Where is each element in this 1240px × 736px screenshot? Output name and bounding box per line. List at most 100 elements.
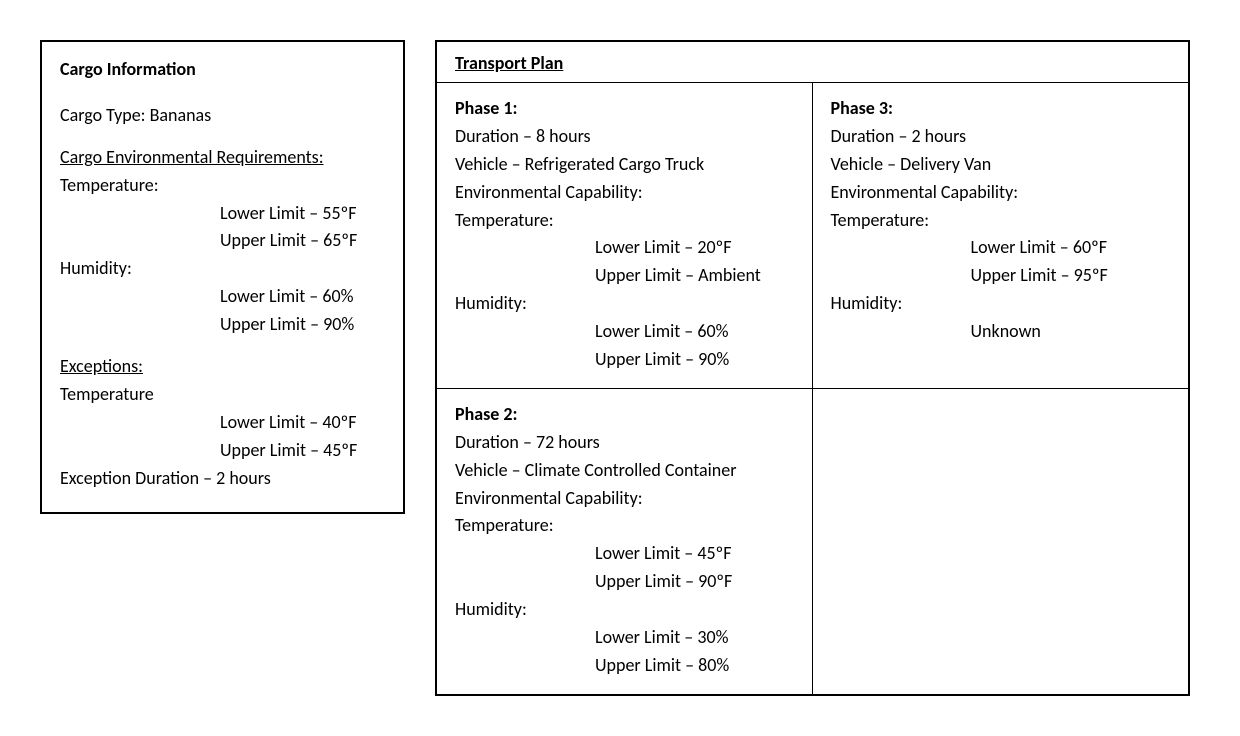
exc-duration-row: Exception Duration – 2 hours (60, 465, 385, 493)
phase-1-temp-lower-row: Lower Limit – 20ºF (455, 234, 794, 262)
phase-empty-cell (813, 389, 1189, 694)
phase-3-duration-row: Duration – 2 hours (831, 123, 1171, 151)
phase-1-title: Phase 1: (455, 95, 794, 123)
phase-2-env-cap-label: Environmental Capability: (455, 485, 794, 513)
upper-limit-label: Upper Limit – (220, 439, 319, 461)
lower-limit-label: Lower Limit – (971, 236, 1069, 258)
exc-temp-upper-value: 45ºF (323, 439, 357, 461)
vehicle-label: Vehicle – (455, 153, 521, 175)
upper-limit-label: Upper Limit – (220, 229, 319, 251)
phase-2-temp-upper-value: 90ºF (698, 570, 732, 592)
phase-1-humidity-label: Humidity: (455, 290, 794, 318)
phase-3-vehicle-value: Delivery Van (900, 153, 991, 175)
lower-limit-label: Lower Limit – (220, 285, 318, 307)
phase-3-temp-label: Temperature: (831, 207, 1171, 235)
phase-1-hum-upper-value: 90% (698, 348, 729, 370)
lower-limit-label: Lower Limit – (220, 411, 318, 433)
phase-2-humidity-label: Humidity: (455, 596, 794, 624)
exc-temp-lower-row: Lower Limit – 40ºF (60, 409, 385, 437)
upper-limit-label: Upper Limit – (595, 264, 694, 286)
cargo-temp-label: Temperature: (60, 172, 385, 200)
phase-grid: Phase 1: Duration – 8 hours Vehicle – Re… (437, 83, 1188, 694)
phase-2-hum-lower-value: 30% (697, 626, 728, 648)
cargo-hum-lower-value: 60% (322, 285, 353, 307)
lower-limit-label: Lower Limit – (595, 320, 693, 342)
upper-limit-label: Upper Limit – (971, 264, 1070, 286)
phase-1-hum-lower-value: 60% (697, 320, 728, 342)
phase-2-hum-upper-row: Upper Limit – 80% (455, 652, 794, 680)
phase-2-vehicle-value: Climate Controlled Container (525, 459, 737, 481)
cargo-temp-upper-value: 65ºF (323, 229, 357, 251)
phase-1-hum-upper-row: Upper Limit – 90% (455, 346, 794, 374)
phase-1-duration-row: Duration – 8 hours (455, 123, 794, 151)
upper-limit-label: Upper Limit – (595, 348, 694, 370)
transport-plan-title: Transport Plan (437, 42, 1188, 83)
exc-duration-value: 2 hours (216, 467, 271, 489)
cargo-hum-lower-row: Lower Limit – 60% (60, 283, 385, 311)
phase-1-hum-lower-row: Lower Limit – 60% (455, 318, 794, 346)
phase-2-title: Phase 2: (455, 401, 794, 429)
phase-2-duration-row: Duration – 72 hours (455, 429, 794, 457)
lower-limit-label: Lower Limit – (595, 542, 693, 564)
lower-limit-label: Lower Limit – (220, 202, 318, 224)
phase-3-hum-unknown: Unknown (831, 318, 1171, 346)
cargo-info-panel: Cargo Information Cargo Type: Bananas Ca… (40, 40, 405, 514)
phase-1-cell: Phase 1: Duration – 8 hours Vehicle – Re… (437, 83, 813, 389)
cargo-env-req-label: Cargo Environmental Requirements: (60, 144, 385, 172)
page-container: Cargo Information Cargo Type: Bananas Ca… (40, 40, 1200, 696)
cargo-humidity-label: Humidity: (60, 255, 385, 283)
phase-1-env-cap-label: Environmental Capability: (455, 179, 794, 207)
phase-2-duration-value: 72 hours (536, 431, 600, 453)
phase-3-temp-lower-row: Lower Limit – 60ºF (831, 234, 1171, 262)
upper-limit-label: Upper Limit – (595, 570, 694, 592)
phase-2-temp-lower-value: 45ºF (697, 542, 731, 564)
exception-temp-label: Temperature (60, 381, 385, 409)
phase-3-humidity-label: Humidity: (831, 290, 1171, 318)
cargo-info-title: Cargo Information (60, 56, 385, 84)
phase-2-hum-lower-row: Lower Limit – 30% (455, 624, 794, 652)
phase-3-title: Phase 3: (831, 95, 1171, 123)
cargo-temp-lower-row: Lower Limit – 55ºF (60, 200, 385, 228)
phase-2-cell: Phase 2: Duration – 72 hours Vehicle – C… (437, 389, 813, 694)
exc-temp-lower-value: 40ºF (322, 411, 356, 433)
phase-2-temp-upper-row: Upper Limit – 90ºF (455, 568, 794, 596)
exc-duration-label: Exception Duration – (60, 467, 212, 489)
duration-label: Duration – (455, 431, 532, 453)
phase-1-temp-label: Temperature: (455, 207, 794, 235)
phase-1-vehicle-row: Vehicle – Refrigerated Cargo Truck (455, 151, 794, 179)
cargo-type-value: Bananas (150, 104, 212, 126)
phase-3-temp-upper-row: Upper Limit – 95ºF (831, 262, 1171, 290)
phase-3-duration-value: 2 hours (911, 125, 966, 147)
cargo-hum-upper-value: 90% (323, 313, 354, 335)
duration-label: Duration – (455, 125, 532, 147)
phase-2-temp-label: Temperature: (455, 512, 794, 540)
cargo-type-row: Cargo Type: Bananas (60, 102, 385, 130)
phase-2-hum-upper-value: 80% (698, 654, 729, 676)
phase-1-temp-upper-row: Upper Limit – Ambient (455, 262, 794, 290)
exceptions-label: Exceptions: (60, 353, 385, 381)
cargo-temp-lower-value: 55ºF (322, 202, 356, 224)
vehicle-label: Vehicle – (831, 153, 897, 175)
cargo-type-label: Cargo Type: (60, 104, 146, 126)
phase-3-vehicle-row: Vehicle – Delivery Van (831, 151, 1171, 179)
vehicle-label: Vehicle – (455, 459, 521, 481)
lower-limit-label: Lower Limit – (595, 236, 693, 258)
exc-temp-upper-row: Upper Limit – 45ºF (60, 437, 385, 465)
phase-2-vehicle-row: Vehicle – Climate Controlled Container (455, 457, 794, 485)
upper-limit-label: Upper Limit – (595, 654, 694, 676)
phase-1-temp-upper-value: Ambient (698, 264, 761, 286)
phase-2-temp-lower-row: Lower Limit – 45ºF (455, 540, 794, 568)
duration-label: Duration – (831, 125, 908, 147)
upper-limit-label: Upper Limit – (220, 313, 319, 335)
lower-limit-label: Lower Limit – (595, 626, 693, 648)
phase-3-temp-lower-value: 60ºF (1073, 236, 1107, 258)
phase-3-cell: Phase 3: Duration – 2 hours Vehicle – De… (813, 83, 1189, 389)
phase-1-vehicle-value: Refrigerated Cargo Truck (525, 153, 704, 175)
phase-1-duration-value: 8 hours (536, 125, 591, 147)
phase-1-temp-lower-value: 20ºF (697, 236, 731, 258)
phase-3-temp-upper-value: 95ºF (1074, 264, 1108, 286)
cargo-temp-upper-row: Upper Limit – 65ºF (60, 227, 385, 255)
phase-3-env-cap-label: Environmental Capability: (831, 179, 1171, 207)
cargo-hum-upper-row: Upper Limit – 90% (60, 311, 385, 339)
transport-plan-panel: Transport Plan Phase 1: Duration – 8 hou… (435, 40, 1190, 696)
